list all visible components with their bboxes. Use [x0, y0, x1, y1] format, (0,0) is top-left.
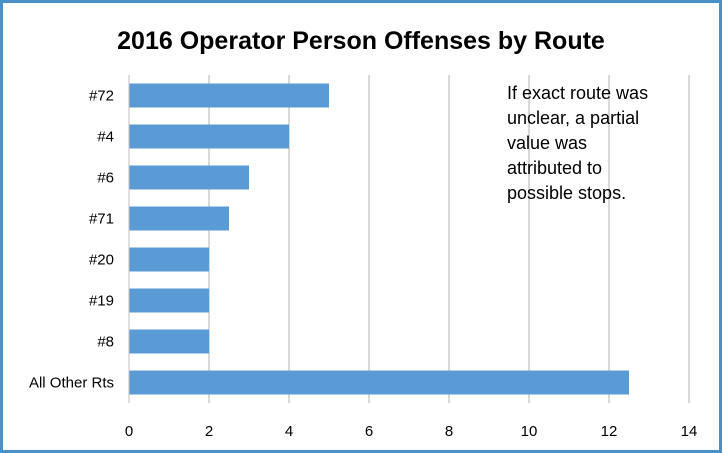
x-tick-label: 6 — [365, 423, 373, 440]
bar — [129, 329, 209, 354]
chart-title: 2016 Operator Person Offenses by Route — [117, 27, 605, 55]
bar — [129, 247, 209, 272]
category-label: #4 — [97, 129, 114, 146]
x-tick-label: 12 — [601, 423, 618, 440]
category-label: #8 — [97, 334, 114, 351]
x-tick-label: 10 — [521, 423, 538, 440]
category-label: #6 — [97, 170, 114, 187]
bar — [129, 83, 329, 108]
x-tick-label: 0 — [125, 423, 133, 440]
bar — [129, 165, 249, 190]
bar — [129, 370, 629, 395]
bars — [129, 83, 629, 395]
annotation-line: unclear, a partial — [507, 108, 639, 128]
bar — [129, 206, 229, 231]
x-tick-label: 2 — [205, 423, 213, 440]
bar — [129, 124, 289, 149]
category-label: #19 — [89, 293, 114, 310]
x-tick-label: 14 — [681, 423, 698, 440]
annotation-line: If exact route was — [507, 83, 648, 103]
category-label: #72 — [89, 88, 114, 105]
category-labels: #72 #4 #6 #71 #20 #19 #8 All Other Rts — [29, 88, 114, 392]
bar-chart: 2016 Operator Person Offenses by Route #… — [29, 27, 698, 440]
category-label: #20 — [89, 252, 114, 269]
chart-annotation: If exact route was unclear, a partial va… — [507, 83, 648, 203]
x-tick-label: 4 — [285, 423, 293, 440]
annotation-line: possible stops. — [507, 183, 626, 203]
bar — [129, 288, 209, 313]
category-label: #71 — [89, 211, 114, 228]
x-tick-label: 8 — [445, 423, 453, 440]
x-axis-tick-labels: 0 2 4 6 8 10 12 14 — [125, 423, 698, 440]
category-label: All Other Rts — [29, 375, 114, 392]
annotation-line: value was — [507, 133, 587, 153]
annotation-line: attributed to — [507, 158, 602, 178]
